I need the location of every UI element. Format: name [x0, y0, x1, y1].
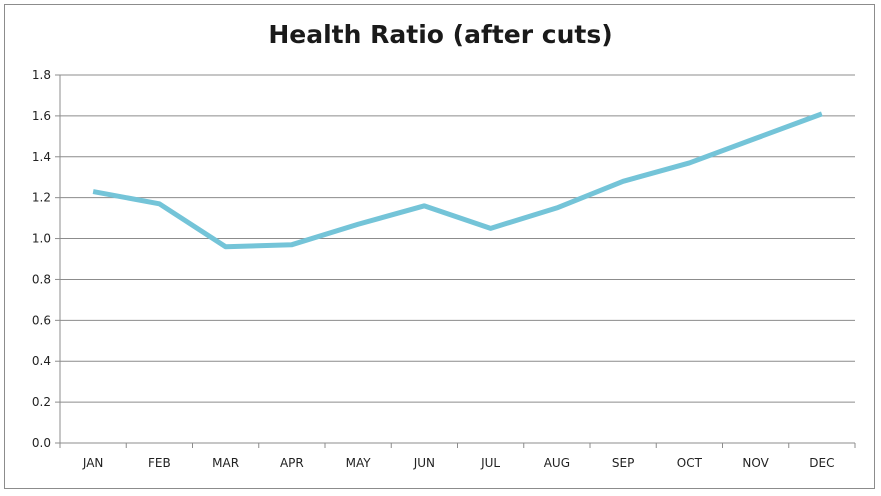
x-tick-label: MAR	[212, 456, 239, 470]
gridlines	[60, 74, 855, 403]
x-tick-label: OCT	[677, 456, 703, 470]
chart-frame	[4, 4, 875, 489]
chart-title: Health Ratio (after cuts)	[268, 20, 613, 49]
y-tick-labels: 0.0 0.2 0.4 0.6 0.8 1.0 1.2 1.4 1.6 1.8	[32, 68, 51, 450]
y-tick-label: 0.2	[32, 395, 51, 409]
series-line	[92, 111, 823, 250]
y-tick-label: 1.8	[32, 68, 51, 82]
y-tick-label: 0.8	[32, 272, 51, 286]
y-tick-label: 1.4	[32, 150, 51, 164]
x-tick-label: AUG	[544, 456, 570, 470]
series-layer	[92, 111, 823, 250]
x-tick-label: JUL	[480, 456, 500, 470]
x-tick-label: DEC	[809, 456, 834, 470]
x-tick-label: NOV	[742, 456, 769, 470]
x-tick-label: JUN	[413, 456, 435, 470]
y-tick-label: 0.6	[32, 313, 51, 327]
axes	[55, 74, 856, 448]
x-tick-labels: JAN FEB MAR APR MAY JUN JUL AUG SEP OCT NOV DEC	[82, 456, 835, 470]
y-tick-label: 1.0	[32, 232, 51, 246]
x-tick-label: MAY	[346, 456, 372, 470]
x-tick-label: JAN	[82, 456, 104, 470]
y-tick-label: 0.4	[32, 354, 51, 368]
x-tick-label: SEP	[612, 456, 634, 470]
x-tick-label: APR	[280, 456, 304, 470]
y-tick-label: 1.2	[32, 191, 51, 205]
y-tick-label: 1.6	[32, 109, 51, 123]
y-tick-label: 0.0	[32, 436, 51, 450]
x-tick-label: FEB	[148, 456, 171, 470]
